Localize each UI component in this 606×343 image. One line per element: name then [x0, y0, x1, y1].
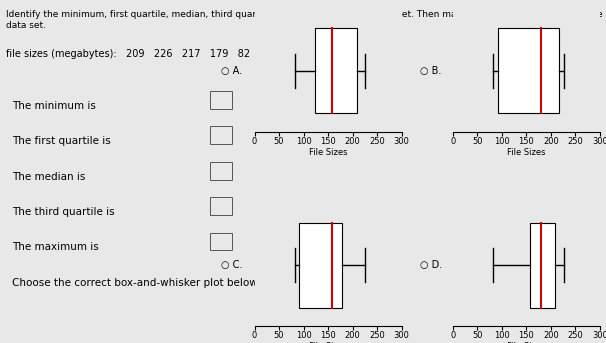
Text: The third quartile is: The third quartile is — [12, 207, 115, 217]
Bar — [530, 223, 555, 308]
Text: file sizes (megabytes):   209   226   217   179   82   91   158: file sizes (megabytes): 209 226 217 179 … — [6, 49, 300, 59]
Text: The minimum is: The minimum is — [12, 100, 96, 110]
FancyBboxPatch shape — [210, 126, 232, 144]
Text: Identify the minimum, first quartile, median, third quartile, and maximum of the: Identify the minimum, first quartile, me… — [6, 10, 603, 30]
Bar — [299, 223, 342, 308]
X-axis label: File Sizes: File Sizes — [309, 342, 347, 343]
Text: The maximum is: The maximum is — [12, 243, 98, 252]
X-axis label: File Sizes: File Sizes — [309, 147, 347, 157]
Text: ○ C.: ○ C. — [221, 260, 242, 270]
Text: ○ A.: ○ A. — [221, 66, 242, 76]
Text: Choose the correct box-and-whisker plot below.: Choose the correct box-and-whisker plot … — [12, 278, 260, 288]
X-axis label: File Sizes: File Sizes — [507, 342, 545, 343]
FancyBboxPatch shape — [210, 197, 232, 215]
FancyBboxPatch shape — [210, 91, 232, 109]
Text: The first quartile is: The first quartile is — [12, 136, 110, 146]
Text: The median is: The median is — [12, 172, 85, 181]
FancyBboxPatch shape — [210, 233, 232, 250]
Text: ○ B.: ○ B. — [419, 66, 441, 76]
Bar — [498, 28, 559, 114]
Text: ○ D.: ○ D. — [419, 260, 442, 270]
Bar — [315, 28, 357, 114]
FancyBboxPatch shape — [210, 162, 232, 180]
X-axis label: File Sizes: File Sizes — [507, 147, 545, 157]
